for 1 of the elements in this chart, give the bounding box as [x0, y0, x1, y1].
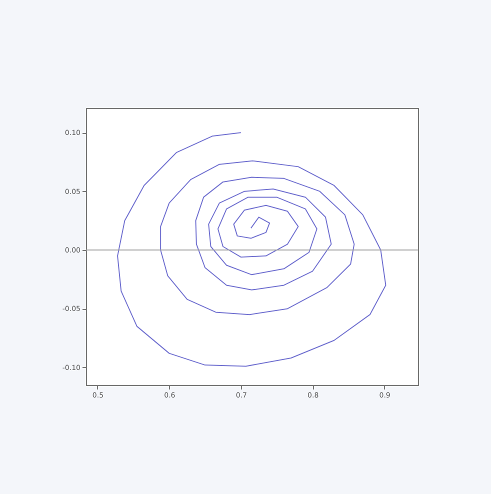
line-series — [117, 132, 386, 367]
